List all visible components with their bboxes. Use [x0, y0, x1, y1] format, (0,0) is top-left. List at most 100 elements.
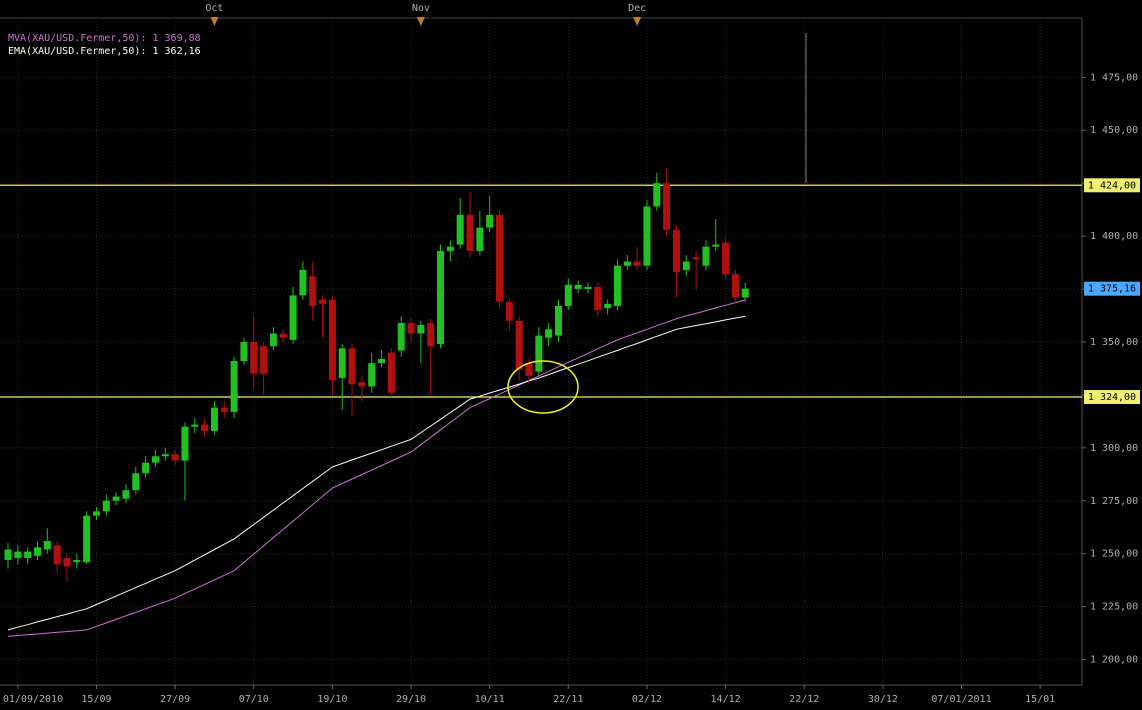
candle-body — [230, 361, 238, 412]
candle-body — [633, 261, 641, 266]
candle-body — [201, 424, 209, 431]
last-price-label: 1 375,16 — [1088, 284, 1136, 295]
candle-body — [574, 284, 582, 290]
candle-body — [43, 541, 51, 550]
candle-body — [269, 333, 277, 347]
indicator-line — [7, 315, 746, 631]
candle-body — [191, 424, 199, 427]
candle-body — [476, 227, 484, 251]
candle-body — [407, 322, 415, 334]
legend-entry: MVA(XAU/USD.Fermer,50): 1 369,88 — [8, 33, 201, 44]
candle-body — [289, 295, 297, 340]
candle-body — [73, 560, 81, 563]
candle-body — [358, 382, 366, 387]
x-tick-label: 19/10 — [317, 694, 347, 705]
candle-body — [328, 299, 336, 381]
candle-body — [623, 261, 631, 266]
month-marker — [633, 17, 642, 26]
y-tick-label: 1 400,00 — [1090, 231, 1138, 242]
x-tick-label: 14/12 — [711, 694, 741, 705]
candle-body — [279, 333, 287, 338]
x-tick-label: 15/01 — [1025, 694, 1055, 705]
candle-body — [112, 496, 120, 501]
candle-body — [63, 557, 71, 567]
candle-body — [702, 246, 710, 266]
candle-body — [672, 229, 680, 273]
x-tick-label: 22/12 — [789, 694, 819, 705]
candle-body — [722, 242, 730, 275]
candle-body — [309, 276, 317, 306]
candle-body — [53, 545, 61, 565]
candle-body — [220, 407, 228, 412]
layer: 1 200,00 1 225,00 1 250,00 1 275,00 1 300,00… — [0, 3, 1140, 705]
last-price-box — [1084, 281, 1140, 296]
candle-body — [181, 426, 189, 461]
candle-body — [387, 352, 395, 393]
y-tick-label: 1 300,00 — [1090, 443, 1138, 454]
x-tick-label: 10/11 — [475, 694, 505, 705]
candle-body — [24, 551, 32, 558]
y-tick-label: 1 225,00 — [1090, 602, 1138, 613]
candle-body — [643, 206, 651, 266]
candle-body — [446, 246, 454, 251]
candle-body — [545, 329, 553, 338]
y-tick-label: 1 250,00 — [1090, 549, 1138, 560]
candle-body — [92, 511, 100, 516]
level-label-box — [1084, 178, 1140, 193]
candle-body — [525, 363, 533, 376]
level-label: 1 424,00 — [1088, 180, 1136, 191]
candle-body — [712, 244, 720, 247]
candle-body — [378, 358, 386, 364]
month-label: Dec — [628, 3, 646, 14]
candle-body — [437, 250, 445, 345]
y-tick-label: 1 450,00 — [1090, 125, 1138, 136]
candle-body — [584, 286, 592, 290]
candle-body — [210, 407, 218, 431]
month-label: Nov — [412, 3, 430, 14]
candle-body — [653, 183, 661, 207]
month-label: Oct — [205, 3, 223, 14]
candle-body — [250, 341, 258, 374]
candle-body — [505, 301, 513, 321]
candle-body — [515, 320, 523, 370]
candle-body — [682, 261, 690, 270]
y-tick-label: 1 350,00 — [1090, 337, 1138, 348]
candle-body — [83, 515, 91, 563]
candle-body — [142, 462, 150, 474]
candle-body — [663, 183, 671, 230]
x-tick-label: 27/09 — [160, 694, 190, 705]
candle-body — [594, 286, 602, 311]
legend-entry: EMA(XAU/USD.Fermer,50): 1 362,16 — [8, 46, 201, 57]
candle-body — [496, 214, 503, 302]
x-tick-label: 01/09/2010 — [3, 694, 63, 705]
candle-body — [102, 500, 110, 512]
candle-body — [299, 269, 307, 296]
y-tick-label: 1 200,00 — [1090, 655, 1138, 666]
candle-body — [14, 551, 22, 558]
candle-body — [731, 274, 739, 298]
candle-body — [161, 454, 169, 457]
highlight-ellipse — [507, 360, 579, 414]
candle-body — [397, 322, 405, 351]
month-marker — [210, 17, 219, 26]
x-tick-label: 29/10 — [396, 694, 426, 705]
candle-body — [151, 456, 159, 463]
x-tick-label: 07/01/2011 — [931, 694, 991, 705]
candle-body — [4, 549, 12, 561]
candle-body — [554, 305, 562, 336]
candle-body — [535, 335, 543, 372]
candle-body — [33, 547, 41, 556]
candle-body — [417, 325, 425, 334]
candle-body — [368, 363, 376, 387]
x-tick-label: 02/12 — [632, 694, 662, 705]
candle-body — [338, 348, 346, 378]
candle-body — [486, 214, 494, 228]
candle-body — [741, 288, 749, 298]
y-tick-label: 1 275,00 — [1090, 496, 1138, 507]
y-tick-label: 1 475,00 — [1090, 72, 1138, 83]
candle-body — [240, 341, 248, 362]
candle-body — [613, 265, 621, 306]
